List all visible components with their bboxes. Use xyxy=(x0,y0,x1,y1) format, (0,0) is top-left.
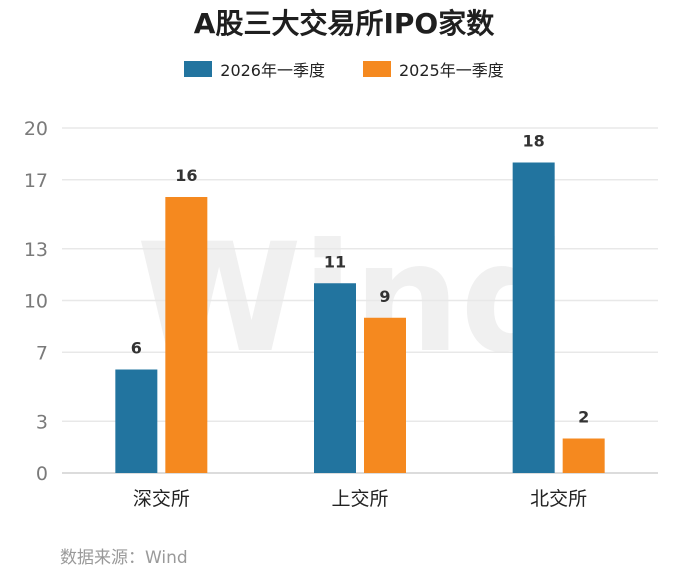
y-tick-label: 10 xyxy=(24,291,48,313)
legend-label-series-1: 2026年一季度 xyxy=(220,61,325,80)
y-tick-label: 3 xyxy=(36,411,48,433)
legend-item-series-1: 2026年一季度 xyxy=(184,57,325,81)
bar xyxy=(562,438,605,473)
legend-swatch-series-1 xyxy=(184,61,213,77)
bar xyxy=(165,197,208,473)
y-tick-label: 17 xyxy=(24,170,48,192)
data-label: 9 xyxy=(379,287,390,306)
y-tick-label: 7 xyxy=(36,342,48,364)
data-label: 11 xyxy=(324,252,346,271)
chart-title: A股三大交易所IPO家数 xyxy=(193,7,495,40)
bar xyxy=(512,162,555,473)
y-tick-label: 20 xyxy=(24,118,48,140)
legend-swatch-series-2 xyxy=(363,61,391,77)
x-tick-label: 上交所 xyxy=(331,488,388,510)
bar xyxy=(364,317,406,473)
y-tick-label: 0 xyxy=(36,463,48,485)
legend-item-series-2: 2025年一季度 xyxy=(363,57,504,81)
x-tick-label: 深交所 xyxy=(133,488,190,510)
source-note: 数据来源：Wind xyxy=(60,548,188,568)
data-label: 6 xyxy=(131,339,142,358)
data-label: 16 xyxy=(175,166,197,185)
y-tick-label: 13 xyxy=(24,239,48,261)
bar xyxy=(115,369,158,473)
data-label: 2 xyxy=(578,408,589,427)
legend: 2026年一季度 2025年一季度 xyxy=(0,57,688,81)
x-tick-label: 北交所 xyxy=(530,488,587,510)
legend-label-series-2: 2025年一季度 xyxy=(399,61,504,80)
data-label: 18 xyxy=(523,132,545,151)
bar xyxy=(314,283,356,473)
